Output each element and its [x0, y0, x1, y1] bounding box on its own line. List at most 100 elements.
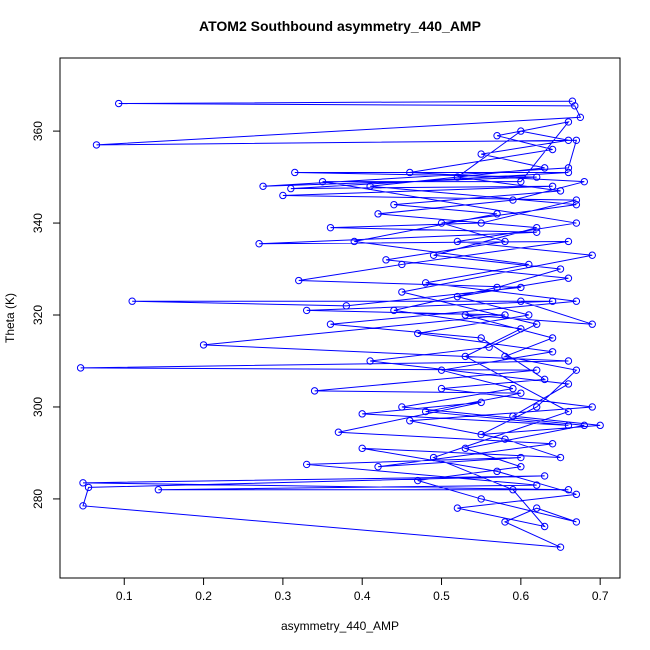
data-point: [453, 173, 462, 181]
data-point: [564, 136, 573, 144]
data-point: [76, 364, 85, 372]
data-point: [334, 428, 343, 436]
data-point: [295, 276, 303, 285]
data-point: [114, 99, 123, 108]
data-point: [572, 136, 581, 144]
data-point: [517, 463, 525, 471]
data-point: [398, 288, 406, 296]
data-point: [279, 191, 287, 200]
data-point: [564, 274, 573, 282]
data-point: [596, 421, 604, 430]
data-point: [533, 481, 541, 489]
data-point: [564, 407, 573, 416]
data-point: [326, 223, 335, 232]
data-point: [564, 357, 573, 365]
data-point: [533, 173, 541, 181]
data-point: [576, 113, 585, 122]
data-point: [92, 141, 101, 149]
data-point: [493, 467, 501, 476]
data-point: [572, 297, 581, 305]
data-point: [485, 343, 493, 351]
data-point: [406, 168, 414, 177]
chart-title: ATOM2 Southbound asymmetry_440_AMP: [199, 18, 481, 34]
data-point: [453, 237, 462, 246]
data-point: [588, 251, 596, 259]
data-point: [501, 311, 509, 319]
data-point: [525, 311, 533, 319]
data-point: [572, 490, 581, 499]
x-tick-label: 0.7: [592, 589, 609, 603]
data-point: [406, 417, 414, 425]
data-point: [564, 421, 573, 430]
y-tick-label: 280: [31, 489, 45, 509]
data-point: [79, 479, 87, 487]
data-point: [366, 357, 374, 365]
data-point: [477, 150, 485, 158]
data-point: [517, 283, 525, 292]
data-point: [517, 177, 525, 186]
data-point: [533, 366, 541, 374]
data-point: [564, 118, 573, 126]
data-point: [580, 177, 589, 186]
y-tick-label: 320: [31, 305, 45, 325]
x-tick-label: 0.6: [513, 589, 530, 603]
y-tick-label: 340: [31, 213, 45, 233]
data-point: [326, 320, 335, 328]
data-point: [477, 334, 485, 342]
data-point: [548, 334, 557, 342]
data-point: [517, 127, 525, 135]
data-point: [540, 472, 549, 480]
x-tick-label: 0.5: [433, 589, 450, 603]
plot-frame: [59, 57, 621, 579]
y-tick-label: 300: [31, 397, 45, 417]
data-point: [564, 380, 573, 388]
data-point: [79, 502, 87, 510]
data-point: [556, 543, 565, 551]
data-point: [568, 97, 577, 105]
data-point: [255, 240, 263, 248]
data-point: [461, 352, 470, 361]
data-point: [358, 444, 366, 453]
data-point: [525, 260, 533, 269]
data-point: [509, 486, 517, 494]
data-point: [533, 223, 541, 232]
data-point: [350, 237, 358, 246]
data-point: [429, 453, 438, 462]
data-point: [398, 403, 406, 411]
data-point: [509, 384, 517, 393]
data-point: [501, 352, 509, 361]
data-point: [517, 389, 525, 397]
data-point: [509, 412, 517, 420]
data-point: [390, 200, 398, 209]
data-point: [437, 384, 446, 393]
data-point: [556, 187, 565, 195]
data-point: [291, 168, 299, 177]
data-point: [154, 486, 163, 494]
data-point: [548, 145, 557, 154]
x-tick-label: 0.1: [116, 589, 133, 603]
data-point: [477, 495, 485, 503]
data-point: [509, 196, 517, 204]
data-point: [358, 410, 366, 418]
data-point: [493, 210, 501, 218]
data-point: [461, 311, 470, 319]
data-point: [342, 302, 351, 310]
data-point: [548, 440, 557, 448]
data-point: [572, 219, 581, 227]
data-point: [366, 182, 374, 190]
data-point: [493, 283, 501, 292]
data-point: [540, 522, 549, 531]
data-point: [540, 164, 549, 172]
data-point: [564, 486, 573, 494]
data-point: [501, 237, 509, 246]
data-point: [501, 518, 509, 526]
data-point: [556, 453, 565, 462]
data-point: [571, 102, 579, 110]
data-point: [533, 504, 541, 512]
data-point: [564, 168, 573, 177]
data-point: [421, 407, 430, 416]
data-point: [588, 403, 596, 411]
data-point: [414, 476, 422, 485]
data-point: [302, 306, 311, 315]
data-point: [421, 279, 430, 287]
